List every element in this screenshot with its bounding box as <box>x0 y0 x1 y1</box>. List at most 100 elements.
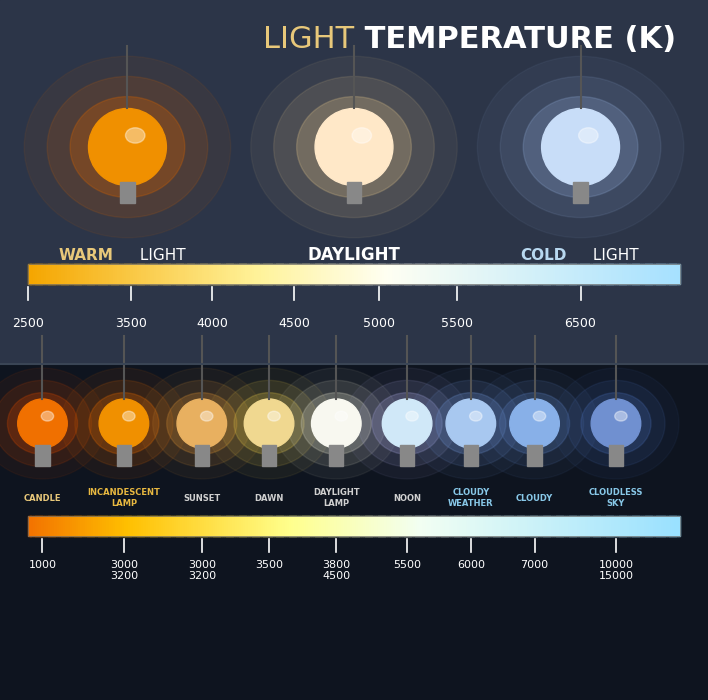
Bar <box>204 264 207 284</box>
Bar <box>282 264 285 284</box>
Bar <box>321 264 324 284</box>
Bar <box>397 264 400 284</box>
Bar <box>135 264 137 284</box>
Bar <box>374 264 377 284</box>
Text: 3000: 3000 <box>188 560 216 570</box>
Bar <box>404 264 407 284</box>
Bar <box>547 264 550 284</box>
Bar <box>102 264 105 284</box>
Ellipse shape <box>469 412 482 421</box>
Bar <box>460 516 463 536</box>
Bar <box>432 516 435 536</box>
Bar <box>165 516 168 536</box>
Bar <box>341 516 344 536</box>
Bar <box>610 516 613 536</box>
Bar <box>452 264 455 284</box>
Bar <box>606 516 609 536</box>
Bar <box>258 264 261 284</box>
Bar <box>552 516 554 536</box>
Bar <box>67 516 70 536</box>
Bar <box>600 264 603 284</box>
Bar <box>41 264 44 284</box>
Bar <box>159 516 161 536</box>
Bar <box>191 516 194 536</box>
Bar <box>265 264 268 284</box>
Bar <box>419 516 422 536</box>
Bar <box>195 444 209 466</box>
Bar <box>523 516 526 536</box>
Bar <box>406 264 409 284</box>
Bar <box>629 516 633 536</box>
Text: 4000: 4000 <box>196 317 229 330</box>
Bar <box>202 264 205 284</box>
Bar <box>258 516 261 536</box>
Bar <box>452 516 455 536</box>
Bar <box>250 264 253 284</box>
Bar <box>426 264 428 284</box>
Bar <box>562 516 565 536</box>
Bar <box>669 516 672 536</box>
Bar <box>472 264 474 284</box>
Bar <box>588 264 591 284</box>
Bar <box>330 516 333 536</box>
Ellipse shape <box>206 368 332 479</box>
Bar <box>215 264 218 284</box>
Ellipse shape <box>200 412 213 421</box>
Bar <box>445 516 448 536</box>
Bar <box>421 264 424 284</box>
Bar <box>567 516 570 536</box>
Bar <box>417 264 420 284</box>
Ellipse shape <box>501 76 661 218</box>
Bar <box>55 516 57 536</box>
Bar <box>362 264 365 284</box>
Bar <box>79 264 81 284</box>
Bar <box>556 516 559 536</box>
Bar <box>450 264 452 284</box>
Bar <box>582 516 585 536</box>
Bar <box>198 264 200 284</box>
Bar <box>215 516 218 536</box>
Circle shape <box>542 108 620 186</box>
Bar <box>432 264 435 284</box>
Bar <box>662 264 666 284</box>
Bar <box>387 516 389 536</box>
Bar <box>154 264 157 284</box>
Bar <box>456 516 459 536</box>
Ellipse shape <box>302 393 371 454</box>
Bar <box>343 264 346 284</box>
Bar <box>213 516 216 536</box>
Bar <box>369 264 372 284</box>
Bar <box>527 516 530 536</box>
Bar <box>367 264 370 284</box>
Bar <box>115 264 118 284</box>
Bar <box>621 264 624 284</box>
Bar <box>508 516 511 536</box>
Text: TEMPERATURE (K): TEMPERATURE (K) <box>354 25 676 53</box>
Circle shape <box>177 399 227 448</box>
Bar <box>597 264 600 284</box>
Bar <box>59 264 62 284</box>
Bar <box>619 516 622 536</box>
Bar <box>271 516 275 536</box>
Bar <box>291 516 294 536</box>
Bar <box>609 444 623 466</box>
Bar <box>378 516 381 536</box>
Bar <box>480 264 483 284</box>
Bar <box>552 264 554 284</box>
Ellipse shape <box>122 412 135 421</box>
Bar <box>256 516 259 536</box>
Bar <box>458 516 461 536</box>
Bar <box>67 264 70 284</box>
Bar <box>439 264 442 284</box>
Text: 3000: 3000 <box>110 560 138 570</box>
Bar <box>187 516 190 536</box>
Bar <box>464 444 478 466</box>
Bar <box>486 516 489 536</box>
Bar <box>126 264 129 284</box>
Bar <box>319 264 322 284</box>
Text: 3200: 3200 <box>188 571 216 581</box>
Ellipse shape <box>486 380 583 467</box>
Bar <box>98 516 101 536</box>
Bar <box>482 516 485 536</box>
Bar <box>350 264 353 284</box>
